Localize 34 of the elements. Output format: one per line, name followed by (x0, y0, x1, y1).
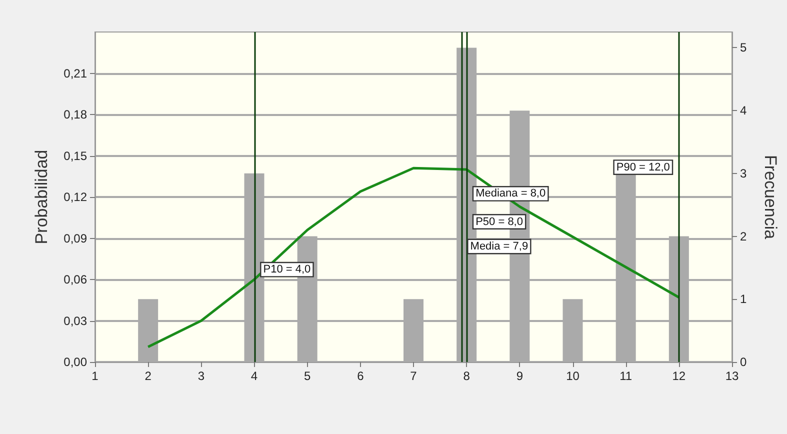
ref-line-label: Mediana = 8,0 (476, 188, 546, 200)
x-tick-label: 13 (725, 369, 739, 383)
y-tick-label: 0,03 (64, 314, 88, 328)
x-tick-label: 6 (357, 369, 364, 383)
y2-tick-label: 1 (740, 292, 747, 306)
y2-tick-label: 0 (740, 355, 747, 369)
x-tick-label: 4 (250, 369, 258, 383)
x-tick-label: 10 (566, 369, 580, 383)
x-tick-label: 3 (198, 369, 205, 383)
x-tick-label: 1 (92, 369, 99, 383)
x-tick-label: 7 (410, 369, 418, 383)
y-tick-label: 0,15 (64, 148, 88, 163)
y2-tick-label: 2 (740, 229, 747, 244)
x-tick-label: 12 (672, 369, 686, 383)
x-tick-label: 8 (463, 369, 470, 383)
x-tick-label: 11 (620, 369, 632, 383)
y-tick-label: 0,18 (64, 108, 88, 122)
y-axis-title: Probabilidad (32, 150, 51, 244)
y2-tick-label: 5 (740, 40, 747, 55)
y-tick-label: 0,09 (64, 231, 88, 246)
y-tick-label: 0,00 (64, 355, 88, 369)
x-tick-label: 5 (304, 369, 311, 383)
y-tick-label: 0,12 (64, 190, 88, 204)
annotation: P50 = 8,0 (476, 216, 523, 228)
x-tick-label: 2 (144, 369, 152, 383)
ref-line-label: P90 = 12,0 (616, 161, 670, 174)
ref-line-label: Media = 7,9 (470, 240, 528, 252)
x-tick-label: 9 (516, 369, 524, 383)
y2-tick-label: 4 (740, 104, 747, 118)
y-tick-label: 0,21 (64, 66, 88, 80)
ref-line-label: P10 = 4,0 (263, 264, 311, 276)
y-tick-label: 0,06 (64, 272, 88, 286)
y2-tick-label: 3 (740, 166, 747, 180)
y2-axis-title: Frecuencia (761, 154, 780, 240)
